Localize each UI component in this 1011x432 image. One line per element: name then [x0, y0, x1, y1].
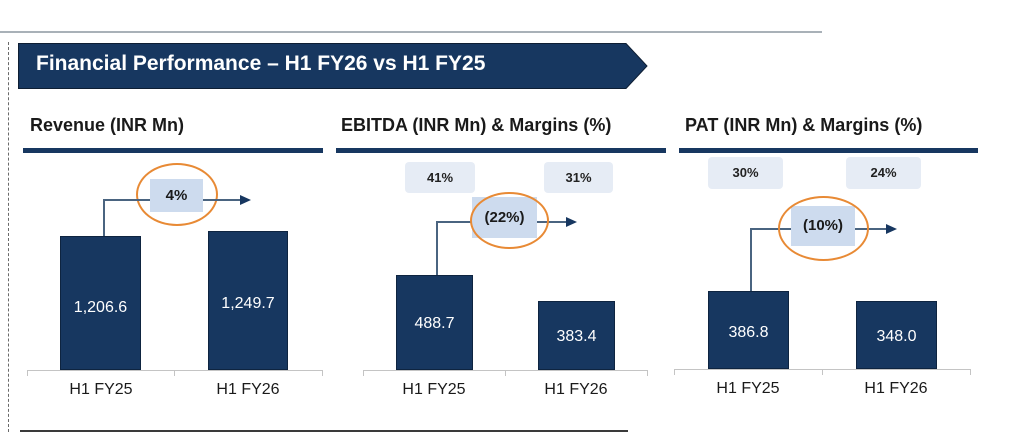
pat-bar-h1fy26: 348.0: [856, 301, 937, 369]
revenue-title: Revenue (INR Mn): [30, 115, 185, 135]
top-divider: [0, 31, 822, 33]
ebitda-change-highlight-oval: [470, 192, 549, 249]
pat-title: PAT (INR Mn) & Margins (%): [685, 115, 923, 135]
ebitda-category-label: H1 FY26: [544, 381, 608, 398]
ebitda-margin-h1fy26: 31%: [544, 162, 613, 193]
ebitda-bar-h1fy25: 488.7: [396, 275, 473, 370]
axis-tick: [363, 370, 364, 376]
revenue-category-label: H1 FY26: [216, 381, 280, 398]
axis-tick: [674, 369, 675, 375]
pat-category-label: H1 FY26: [864, 380, 928, 397]
revenue-change-badge: 4%: [150, 179, 203, 212]
pat-arrow-icon: [886, 224, 897, 234]
axis-tick: [970, 369, 971, 375]
axis-tick: [822, 369, 823, 375]
page-title: Financial Performance – H1 FY26 vs H1 FY…: [36, 52, 486, 75]
pat-bar-h1fy25: 386.8: [708, 291, 789, 369]
axis-tick: [647, 370, 648, 376]
pat-connector-vertical: [750, 228, 752, 291]
revenue-title-underline: [23, 148, 323, 153]
bar-value: 1,249.7: [221, 295, 275, 312]
ebitda-category-label: H1 FY25: [402, 381, 466, 398]
bar-value: 386.8: [728, 324, 769, 341]
pat-margin-h1fy26: 24%: [846, 157, 921, 189]
ebitda-arrow-icon: [566, 217, 577, 227]
pat-margin-h1fy25: 30%: [708, 157, 783, 189]
bar-value: 348.0: [876, 328, 917, 345]
revenue-bar-h1fy26: 1,249.7: [208, 231, 288, 370]
ebitda-margin-h1fy25: 41%: [405, 162, 475, 193]
ebitda-connector-vertical: [436, 221, 438, 275]
left-dashed-guide: [8, 42, 9, 432]
bar-value: 488.7: [414, 315, 455, 332]
pat-category-label: H1 FY25: [716, 380, 780, 397]
title-banner: [18, 43, 648, 89]
pat-title-underline: [679, 148, 978, 153]
pat-change-highlight-oval: [778, 196, 869, 261]
ebitda-title-underline: [336, 148, 666, 153]
revenue-arrow-icon: [240, 195, 251, 205]
bottom-divider: [20, 430, 628, 432]
revenue-change-highlight-oval: [136, 163, 218, 226]
revenue-connector-vertical: [103, 199, 105, 236]
axis-tick: [27, 370, 28, 376]
bar-value: 383.4: [556, 328, 597, 345]
axis-tick: [322, 370, 323, 376]
axis-tick: [505, 370, 506, 376]
bar-value: 1,206.6: [73, 299, 128, 316]
revenue-x-axis: [27, 370, 323, 371]
revenue-bar-h1fy25: 1,206.6: [60, 236, 141, 370]
revenue-category-label: H1 FY25: [69, 381, 133, 398]
ebitda-title: EBITDA (INR Mn) & Margins (%): [341, 115, 612, 135]
axis-tick: [174, 370, 175, 376]
ebitda-bar-h1fy26: 383.4: [538, 301, 615, 370]
